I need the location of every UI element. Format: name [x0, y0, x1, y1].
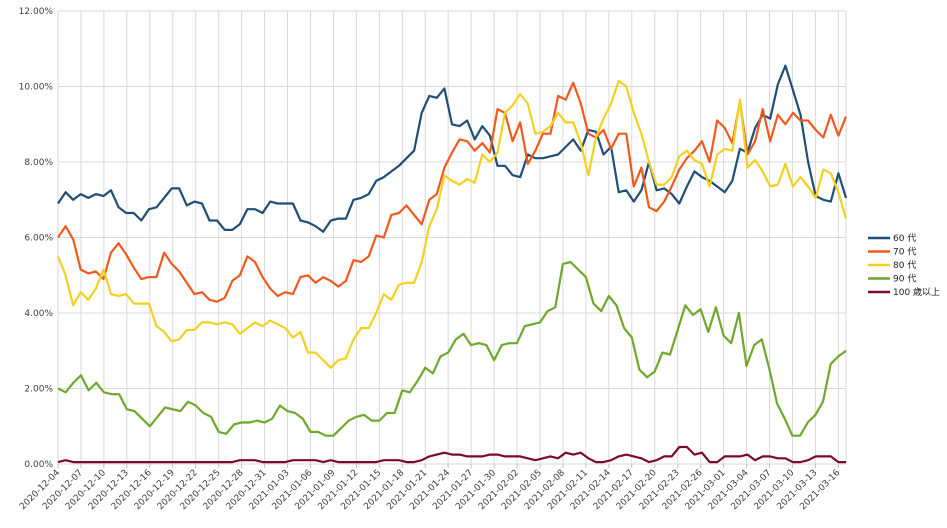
y-tick-label: 4.00% [24, 309, 53, 319]
y-tick-label: 10.00% [19, 83, 54, 93]
series-line-5 [57, 445, 846, 464]
series-line-2 [57, 81, 848, 303]
y-tick-label: 2.00% [24, 385, 53, 395]
legend-label: 60 代 [893, 233, 916, 244]
legend-label: 100 歳以上 [893, 286, 940, 298]
y-tick-label: 6.00% [24, 234, 53, 244]
legend-label: 90 代 [893, 274, 916, 285]
legend-label: 70 代 [893, 247, 916, 258]
y-tick-label: 8.00% [24, 158, 53, 168]
series-line-3 [56, 79, 848, 369]
y-tick-label: 0.00% [24, 460, 53, 470]
legend-label: 80 代 [893, 260, 916, 271]
series-line-4 [57, 260, 847, 437]
y-tick-label: 12.00% [19, 7, 54, 17]
series-line-1 [57, 64, 848, 233]
